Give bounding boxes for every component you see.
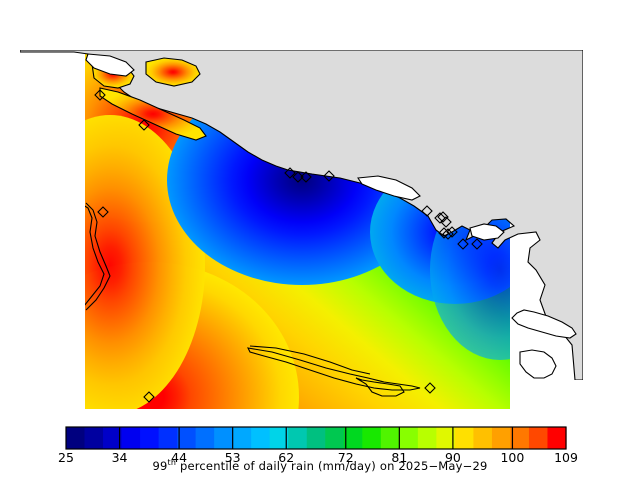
colorbar-tick-label: 34 — [112, 450, 128, 465]
lake-branch-upper — [249, 345, 371, 375]
colorbar-band — [84, 427, 104, 449]
diamond-marker — [284, 167, 296, 179]
diamond-marker — [471, 238, 483, 250]
colorbar-band — [436, 427, 456, 449]
diamond-marker — [440, 216, 452, 228]
diamond-marker — [97, 206, 109, 218]
colorbar-tick-label: 81 — [391, 450, 407, 465]
land-inlet-east-upper — [511, 309, 577, 339]
colorbar-band — [232, 427, 252, 449]
colorbar-band — [343, 427, 363, 449]
diamond-marker — [437, 211, 449, 223]
colorbar-tick-label: 44 — [171, 450, 187, 465]
colorbar-tick-label: 25 — [58, 450, 74, 465]
colorbar-ticks — [118, 427, 514, 449]
colorbar-band — [454, 427, 475, 449]
coastline-overlays — [85, 202, 421, 397]
coastline-west-inner — [85, 202, 111, 311]
colorbar-band — [528, 427, 549, 449]
diamond-marker — [323, 170, 335, 182]
land-inlet-east-lower — [519, 349, 557, 379]
colorbar-band — [121, 427, 141, 449]
lake-branch-south — [355, 377, 405, 397]
colorbar-tick-label: 100 — [500, 450, 524, 465]
diamond-marker — [457, 238, 469, 250]
colorbar-tick-label: 62 — [278, 450, 294, 465]
colorbar-band — [380, 427, 400, 449]
caption-suffix: percentile of daily rain (mm/day) on 202… — [176, 458, 488, 473]
coastline-west — [85, 205, 105, 306]
inlet-water-strait — [99, 87, 207, 141]
colorbar-band — [399, 427, 419, 449]
caption-superscript: th — [167, 458, 177, 467]
bay-white-mid — [357, 175, 421, 201]
colorbar-tick-label: 109 — [554, 450, 578, 465]
land-mask — [20, 50, 583, 380]
colorbar-frame — [65, 426, 567, 450]
lake-long-inlet — [247, 347, 421, 391]
colorbar-band — [417, 427, 437, 449]
diamond-marker — [434, 212, 446, 224]
colorbar-band — [140, 427, 160, 449]
colorbar-band — [158, 427, 178, 449]
colorbar-band — [195, 427, 215, 449]
bay-white-north — [85, 53, 135, 77]
colorbar-band — [362, 427, 382, 449]
colorbar-tick-label: 72 — [338, 450, 354, 465]
colorbar-bands — [66, 427, 567, 449]
colorbar-band — [269, 427, 289, 449]
diamond-marker — [94, 89, 106, 101]
colorbar-band — [547, 427, 567, 449]
diamond-marker — [424, 382, 436, 394]
colorbar-band — [510, 427, 530, 449]
inlet-water-lagoon — [145, 57, 201, 87]
diamond-marker — [292, 171, 304, 183]
colorbar-tick-label: 53 — [225, 450, 241, 465]
colorbar-band — [491, 427, 512, 449]
colorbar-band — [214, 427, 234, 449]
colorbar-band — [66, 427, 86, 449]
colorbar-band — [325, 427, 345, 449]
colorbar-band — [177, 427, 197, 449]
diamond-marker — [421, 205, 433, 217]
station-markers — [94, 89, 483, 403]
colorbar-band — [103, 427, 123, 449]
diamond-marker — [143, 391, 155, 403]
diamond-marker — [446, 226, 458, 238]
bay-white-east-neck — [469, 223, 505, 241]
colorbar-band — [306, 427, 326, 449]
colorbar-band — [251, 427, 271, 449]
colorbar-tick-label: 90 — [445, 450, 461, 465]
diamond-marker — [300, 171, 312, 183]
colorbar-band — [473, 427, 493, 449]
colorbar-caption: 99th percentile of daily rain (mm/day) o… — [0, 458, 640, 473]
caption-prefix: 99 — [152, 458, 168, 473]
diamond-marker — [138, 119, 150, 131]
diamond-marker — [442, 228, 454, 240]
colorbar-tick-labels: 25 34 44 53 62 72 81 90 100 109 — [58, 450, 578, 465]
colorbar-band — [288, 427, 308, 449]
